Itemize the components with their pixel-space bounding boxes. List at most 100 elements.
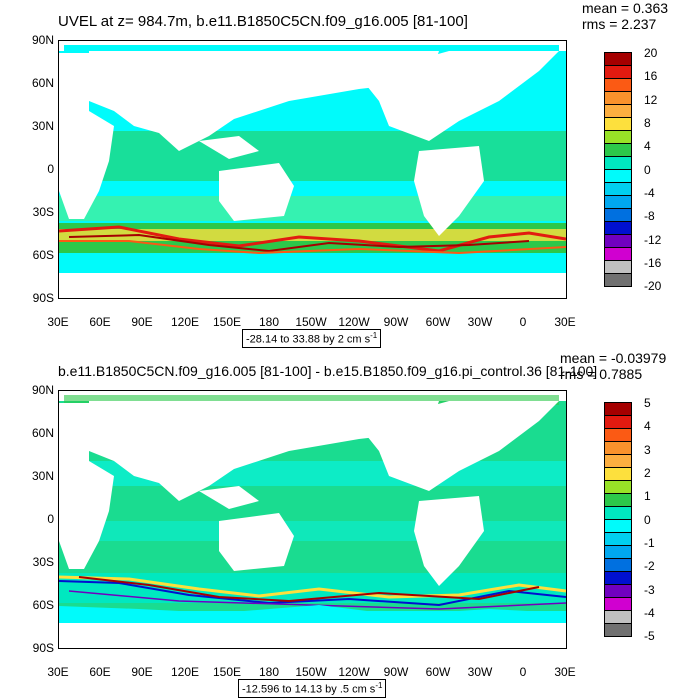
colorbar-label: 2 bbox=[644, 466, 651, 480]
colorbar-label: -4 bbox=[644, 186, 655, 200]
lon-label: 90E bbox=[131, 665, 153, 679]
lat-label: 30S bbox=[32, 205, 54, 219]
lon-label: 60E bbox=[89, 315, 111, 329]
contour-info-box: -28.14 to 33.88 by 2 cm s-1 bbox=[242, 329, 382, 348]
colorbar-swatch bbox=[604, 273, 632, 287]
colorbar bbox=[604, 52, 632, 287]
colorbar-label: 16 bbox=[644, 69, 658, 83]
colorbar-swatch bbox=[604, 91, 632, 105]
colorbar-swatch bbox=[604, 493, 632, 507]
colorbar-swatch bbox=[604, 182, 632, 196]
colorbar-label: -4 bbox=[644, 606, 655, 620]
lon-label: 60E bbox=[89, 665, 111, 679]
panel-bottom: b.e11.B1850C5CN.f09_g16.005 [81-100] - b… bbox=[0, 350, 700, 700]
lon-label: 180 bbox=[258, 665, 280, 679]
lon-label: 0 bbox=[519, 665, 527, 679]
colorbar-swatch bbox=[604, 104, 632, 118]
lon-label: 120W bbox=[338, 665, 370, 679]
map-title: b.e11.B1850C5CN.f09_g16.005 [81-100] - b… bbox=[58, 363, 598, 379]
colorbar-label: 8 bbox=[644, 116, 651, 130]
colorbar-swatch bbox=[604, 454, 632, 468]
lon-label: 0 bbox=[519, 315, 527, 329]
colorbar-swatch bbox=[604, 467, 632, 481]
colorbar-label: 0 bbox=[644, 163, 651, 177]
colorbar-label: 3 bbox=[644, 443, 651, 457]
colorbar-label: -5 bbox=[644, 629, 655, 643]
colorbar-swatch bbox=[604, 247, 632, 261]
colorbar-label: 0 bbox=[644, 513, 651, 527]
lon-label: 150W bbox=[295, 315, 327, 329]
lon-label: 150W bbox=[295, 665, 327, 679]
colorbar-swatch bbox=[604, 610, 632, 624]
colorbar-label: 5 bbox=[644, 396, 651, 410]
map-title: UVEL at z= 984.7m, b.e11.B1850C5CN.f09_g… bbox=[58, 13, 468, 30]
colorbar-swatch bbox=[604, 584, 632, 598]
colorbar-swatch bbox=[604, 402, 632, 416]
ocean-field bbox=[59, 41, 566, 298]
lon-label: 90W bbox=[383, 665, 409, 679]
colorbar-swatch bbox=[604, 143, 632, 157]
colorbar-swatch bbox=[604, 208, 632, 222]
contour-info-text: -28.14 to 33.88 by 2 cm s bbox=[246, 333, 371, 346]
colorbar-swatch bbox=[604, 597, 632, 611]
map-plot bbox=[58, 390, 567, 649]
lat-label: 30N bbox=[31, 469, 54, 483]
lat-label: 30S bbox=[32, 555, 54, 569]
colorbar-swatch bbox=[604, 195, 632, 209]
colorbar-swatch bbox=[604, 558, 632, 572]
ocean-field bbox=[59, 391, 566, 648]
lat-label: 0 bbox=[47, 162, 54, 176]
lon-label: 30E bbox=[554, 665, 576, 679]
lon-label: 180 bbox=[258, 315, 280, 329]
colorbar-swatch bbox=[604, 156, 632, 170]
colorbar-swatch bbox=[604, 415, 632, 429]
map-plot bbox=[58, 40, 567, 299]
lat-label: 90S bbox=[32, 291, 54, 305]
colorbar-swatch bbox=[604, 480, 632, 494]
colorbar-swatch bbox=[604, 65, 632, 79]
colorbar-label: 12 bbox=[644, 93, 658, 107]
colorbar-swatch bbox=[604, 234, 632, 248]
lat-label: 90S bbox=[32, 641, 54, 655]
colorbar-swatch bbox=[604, 169, 632, 183]
colorbar-swatch bbox=[604, 130, 632, 144]
lon-label: 30E bbox=[47, 665, 69, 679]
lon-label: 30W bbox=[467, 665, 493, 679]
colorbar-swatch bbox=[604, 117, 632, 131]
mean-label: mean = -0.03979 bbox=[560, 350, 667, 366]
colorbar-swatch bbox=[604, 545, 632, 559]
mean-label: mean = 0.363 bbox=[582, 0, 669, 16]
lon-label: 30E bbox=[554, 315, 576, 329]
colorbar-swatch bbox=[604, 532, 632, 546]
colorbar-label: -16 bbox=[644, 256, 662, 270]
lat-label: 60S bbox=[32, 248, 54, 262]
colorbar-swatch bbox=[604, 260, 632, 274]
colorbar-label: 4 bbox=[644, 419, 651, 433]
colorbar-swatch bbox=[604, 506, 632, 520]
lat-label: 90N bbox=[31, 383, 54, 397]
panel-top: UVEL at z= 984.7m, b.e11.B1850C5CN.f09_g… bbox=[31, 0, 669, 348]
lat-label: 0 bbox=[47, 512, 54, 526]
colorbar-swatch bbox=[604, 221, 632, 235]
lon-label: 150E bbox=[212, 665, 242, 679]
unit-exponent: -1 bbox=[375, 681, 383, 690]
colorbar-swatch bbox=[604, 571, 632, 585]
lat-label: 60S bbox=[32, 598, 54, 612]
lon-label: 150E bbox=[212, 315, 242, 329]
lon-label: 60W bbox=[425, 665, 451, 679]
lon-label: 90W bbox=[383, 315, 409, 329]
colorbar-label: -2 bbox=[644, 559, 655, 573]
lon-label: 120E bbox=[170, 665, 200, 679]
lon-label: 120W bbox=[338, 315, 370, 329]
colorbar-label: 20 bbox=[644, 46, 658, 60]
lon-label: 60W bbox=[425, 315, 451, 329]
colorbar bbox=[604, 402, 632, 637]
lat-label: 60N bbox=[31, 76, 54, 90]
colorbar-label: 4 bbox=[644, 139, 651, 153]
colorbar-swatch bbox=[604, 623, 632, 637]
rms-label: rms = 2.237 bbox=[582, 16, 657, 32]
colorbar-label: -8 bbox=[644, 209, 655, 223]
lon-label: 120E bbox=[170, 315, 200, 329]
contour-info-text: -12.596 to 14.13 by .5 cm s bbox=[242, 683, 376, 696]
rms-label: rms = 0.7885 bbox=[560, 366, 643, 382]
